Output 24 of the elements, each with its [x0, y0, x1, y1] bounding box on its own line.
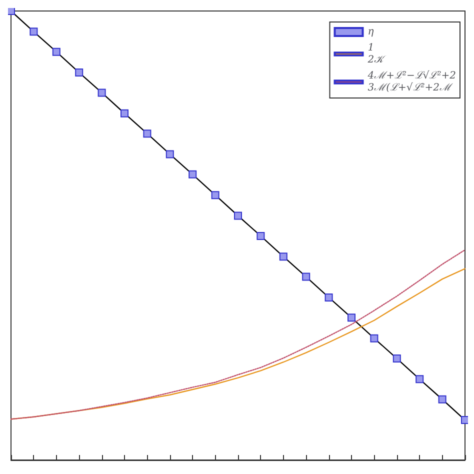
point — [98, 88, 106, 97]
point — [370, 334, 378, 342]
point — [30, 28, 38, 36]
point — [461, 416, 468, 424]
point — [348, 314, 356, 322]
point — [438, 395, 446, 404]
legend-label: 4ℳ+ℒ²−ℒ√ℒ²+2 3ℳ(ℒ+√ℒ²+2ℳ — [366, 70, 456, 94]
legend-label: 1 2𝒦 — [366, 42, 388, 66]
legend-label: η — [368, 26, 374, 38]
point — [188, 170, 197, 178]
point — [143, 130, 152, 138]
point — [324, 293, 333, 302]
point — [256, 232, 265, 240]
point — [75, 68, 84, 77]
point — [279, 252, 288, 261]
point — [8, 8, 15, 15]
point — [416, 375, 424, 384]
point — [392, 354, 401, 363]
point — [120, 109, 128, 118]
point — [302, 272, 310, 281]
point — [166, 150, 174, 158]
point — [211, 191, 220, 200]
point — [234, 212, 242, 220]
point — [52, 48, 60, 56]
